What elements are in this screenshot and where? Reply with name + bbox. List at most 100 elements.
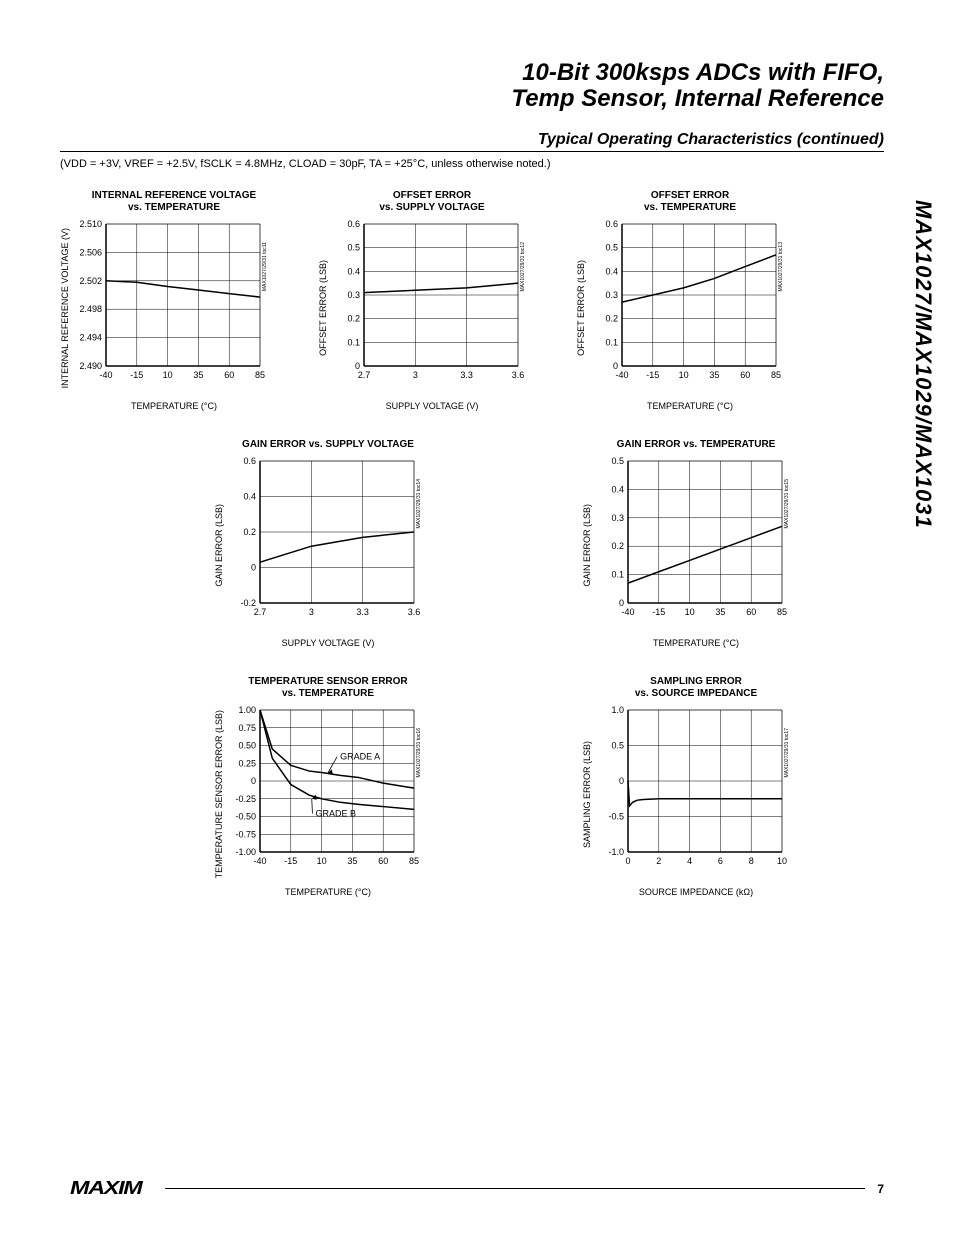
chart-vref-temp: INTERNAL REFERENCE VOLTAGE vs. TEMPERATU… <box>60 190 288 411</box>
y-axis-label: GAIN ERROR (LSB) <box>214 504 224 587</box>
svg-text:3.3: 3.3 <box>460 370 473 380</box>
chart-title: OFFSET ERROR vs. TEMPERATURE <box>644 190 736 214</box>
y-axis-label: TEMPERATURE SENSOR ERROR (LSB) <box>214 710 224 878</box>
svg-text:MAX1027/29/31 toc12: MAX1027/29/31 toc12 <box>520 242 526 292</box>
svg-text:2.506: 2.506 <box>79 247 102 257</box>
svg-text:10: 10 <box>777 856 787 866</box>
svg-text:MAX1027/29/31 toc16: MAX1027/29/31 toc16 <box>416 728 422 778</box>
svg-text:0.1: 0.1 <box>347 337 360 347</box>
x-axis-label: SUPPLY VOLTAGE (V) <box>282 638 375 648</box>
svg-text:1.0: 1.0 <box>611 705 624 715</box>
svg-text:MAX1027/29/31 toc13: MAX1027/29/31 toc13 <box>778 242 784 292</box>
chart-plot: -40-151035608500.10.20.30.40.50.6MAX1027… <box>588 218 804 399</box>
svg-text:85: 85 <box>409 856 419 866</box>
y-axis-label: OFFSET ERROR (LSB) <box>576 260 586 356</box>
chart-sampling-impedance: SAMPLING ERROR vs. SOURCE IMPEDANCE SAMPL… <box>582 676 810 897</box>
maxim-logo: MAXIM <box>70 1178 142 1199</box>
svg-text:2.498: 2.498 <box>79 304 102 314</box>
y-axis-label: INTERNAL REFERENCE VOLTAGE (V) <box>60 228 70 388</box>
svg-text:0.2: 0.2 <box>611 541 624 551</box>
chart-title: SAMPLING ERROR vs. SOURCE IMPEDANCE <box>635 676 757 700</box>
svg-text:0: 0 <box>619 598 624 608</box>
svg-text:60: 60 <box>378 856 388 866</box>
svg-text:0.6: 0.6 <box>243 456 256 466</box>
svg-text:2: 2 <box>656 856 661 866</box>
svg-text:35: 35 <box>715 607 725 617</box>
chart-plot: -40-15103560852.4902.4942.4982.5022.5062… <box>72 218 288 399</box>
svg-text:2.510: 2.510 <box>79 219 102 229</box>
svg-text:0.3: 0.3 <box>347 290 360 300</box>
x-axis-label: TEMPERATURE (°C) <box>131 401 217 411</box>
chart-title: INTERNAL REFERENCE VOLTAGE vs. TEMPERATU… <box>92 190 256 214</box>
svg-text:0.2: 0.2 <box>347 313 360 323</box>
svg-text:0.2: 0.2 <box>243 527 256 537</box>
svg-text:0.1: 0.1 <box>611 569 624 579</box>
svg-text:0: 0 <box>625 856 630 866</box>
svg-text:MAX1027/29/31 toc17: MAX1027/29/31 toc17 <box>784 728 790 778</box>
svg-text:MAX1027/29/31 toc11: MAX1027/29/31 toc11 <box>262 242 268 291</box>
title-line2: Temp Sensor, Internal Reference <box>511 85 884 112</box>
svg-text:0.4: 0.4 <box>243 491 256 501</box>
chart-plot: 0246810-1.0-0.500.51.0MAX1027/29/31 toc1… <box>594 704 810 885</box>
svg-text:85: 85 <box>777 607 787 617</box>
svg-text:1.00: 1.00 <box>238 705 256 715</box>
x-axis-label: TEMPERATURE (°C) <box>653 638 739 648</box>
svg-text:-1.0: -1.0 <box>608 847 624 857</box>
svg-text:0.5: 0.5 <box>605 242 618 252</box>
chart-gain-temp: GAIN ERROR vs. TEMPERATURE GAIN ERROR (LS… <box>582 439 810 648</box>
svg-text:-40: -40 <box>615 370 628 380</box>
chart-row-2: GAIN ERROR vs. SUPPLY VOLTAGE GAIN ERROR … <box>120 439 904 648</box>
svg-text:10: 10 <box>317 856 327 866</box>
svg-text:0: 0 <box>355 361 360 371</box>
svg-text:4: 4 <box>687 856 692 866</box>
svg-text:2.490: 2.490 <box>79 361 102 371</box>
y-axis-label: SAMPLING ERROR (LSB) <box>582 741 592 848</box>
page-number: 7 <box>877 1182 884 1196</box>
svg-text:3.6: 3.6 <box>512 370 525 380</box>
charts-grid: INTERNAL REFERENCE VOLTAGE vs. TEMPERATU… <box>60 190 904 897</box>
chart-title: GAIN ERROR vs. TEMPERATURE <box>617 439 776 451</box>
svg-text:-15: -15 <box>130 370 143 380</box>
svg-text:3: 3 <box>309 607 314 617</box>
svg-text:0: 0 <box>251 562 256 572</box>
svg-text:0.4: 0.4 <box>605 266 618 276</box>
svg-text:-15: -15 <box>652 607 665 617</box>
svg-text:0.3: 0.3 <box>611 513 624 523</box>
svg-text:60: 60 <box>746 607 756 617</box>
svg-text:0.5: 0.5 <box>347 242 360 252</box>
svg-text:0.75: 0.75 <box>238 723 256 733</box>
chart-title: GAIN ERROR vs. SUPPLY VOLTAGE <box>242 439 414 451</box>
x-axis-label: TEMPERATURE (°C) <box>647 401 733 411</box>
svg-text:0.50: 0.50 <box>238 740 256 750</box>
svg-text:-40: -40 <box>253 856 266 866</box>
svg-text:0.1: 0.1 <box>605 337 618 347</box>
svg-text:-0.25: -0.25 <box>235 794 256 804</box>
svg-text:35: 35 <box>709 370 719 380</box>
svg-text:0.4: 0.4 <box>347 266 360 276</box>
svg-text:GRADE A: GRADE A <box>340 751 380 761</box>
svg-text:10: 10 <box>679 370 689 380</box>
svg-text:MAX1027/29/31 toc14: MAX1027/29/31 toc14 <box>416 479 422 529</box>
svg-text:0.5: 0.5 <box>611 740 624 750</box>
chart-title: TEMPERATURE SENSOR ERROR vs. TEMPERATURE <box>248 676 407 700</box>
svg-text:0: 0 <box>251 776 256 786</box>
svg-text:35: 35 <box>193 370 203 380</box>
svg-text:0.6: 0.6 <box>347 219 360 229</box>
svg-text:-0.2: -0.2 <box>240 598 256 608</box>
svg-text:-15: -15 <box>646 370 659 380</box>
chart-plot: -40-151035608500.10.20.30.40.5MAX1027/29… <box>594 455 810 636</box>
chart-offset-supply: OFFSET ERROR vs. SUPPLY VOLTAGEOFFSET ER… <box>318 190 546 411</box>
svg-text:35: 35 <box>347 856 357 866</box>
svg-text:3.6: 3.6 <box>408 607 421 617</box>
x-axis-label: SUPPLY VOLTAGE (V) <box>386 401 479 411</box>
svg-text:2.494: 2.494 <box>79 332 102 342</box>
svg-text:10: 10 <box>685 607 695 617</box>
svg-text:60: 60 <box>224 370 234 380</box>
svg-text:2.7: 2.7 <box>358 370 371 380</box>
y-axis-label: GAIN ERROR (LSB) <box>582 504 592 587</box>
chart-row-3: TEMPERATURE SENSOR ERROR vs. TEMPERATURE… <box>120 676 904 897</box>
section-title: Typical Operating Characteristics (conti… <box>60 131 884 152</box>
svg-text:0.3: 0.3 <box>605 290 618 300</box>
svg-text:6: 6 <box>718 856 723 866</box>
conditions-text: (VDD = +3V, VREF = +2.5V, fSCLK = 4.8MHz… <box>60 158 904 170</box>
